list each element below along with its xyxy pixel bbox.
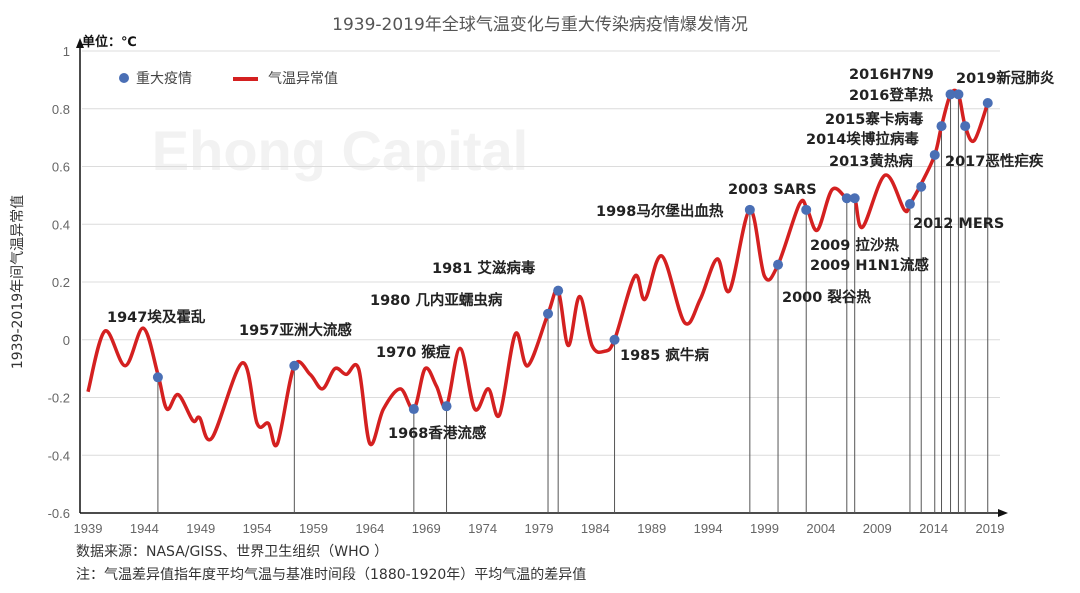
y-tick-label: 0.2: [52, 275, 70, 290]
event-label: 2015寨卡病毒: [825, 110, 924, 128]
x-tick-label: 1984: [581, 521, 610, 536]
y-tick-label: -0.6: [48, 506, 70, 521]
event-point: [916, 181, 927, 192]
event-label: 2000 裂谷热: [782, 288, 871, 306]
x-axis-arrow-icon: [998, 509, 1008, 517]
legend-events-label: 重大疫情: [136, 71, 192, 87]
event-point: [929, 149, 940, 160]
event-point: [960, 121, 971, 132]
event-point: [849, 193, 860, 204]
event-point: [543, 308, 554, 319]
y-axis-title: 1939-2019年间气温异常值: [10, 195, 26, 369]
x-tick-label: 2004: [806, 521, 835, 536]
event-label: 2013黄热病: [829, 152, 913, 170]
event-label: 1980 几内亚蠕虫病: [370, 291, 503, 309]
y-tick-label: 0.8: [52, 102, 70, 117]
y-tick-label: 0.4: [52, 217, 70, 232]
x-tick-label: 1959: [299, 521, 328, 536]
event-label: 2009 H1N1流感: [810, 256, 929, 274]
event-label: 2012 MERS: [913, 216, 1004, 232]
event-label: 2003 SARS: [728, 182, 817, 198]
x-tick-label: 2019: [976, 521, 1005, 536]
legend-dot-icon: [119, 73, 129, 83]
x-tick-label: 1949: [186, 521, 215, 536]
event-label: 2016登革热: [849, 86, 933, 104]
event-point: [553, 285, 564, 296]
y-tick-label: 1: [63, 44, 70, 59]
watermark: Ehong Capital: [152, 119, 528, 182]
data-source-note: 数据来源：NASA/GISS、世界卫生组织（WHO ）: [76, 544, 389, 560]
temperature-line: [86, 88, 990, 448]
event-point: [441, 401, 452, 412]
event-point: [982, 97, 993, 108]
chart-title: 1939-2019年全球气温变化与重大传染病疫情爆发情况: [332, 15, 748, 35]
event-label: 2019新冠肺炎: [956, 69, 1055, 87]
event-point: [904, 199, 915, 210]
unit-label: 单位：℃: [82, 34, 137, 50]
event-point: [609, 334, 620, 345]
event-point: [945, 89, 956, 100]
event-point: [953, 89, 964, 100]
event-point: [841, 193, 852, 204]
event-label: 2017恶性疟疾: [945, 152, 1044, 170]
x-tick-label: 1944: [130, 521, 159, 536]
event-label: 1981 艾滋病毒: [432, 259, 536, 277]
x-tick-label: 1954: [243, 521, 272, 536]
event-label: 2009 拉沙热: [810, 236, 899, 254]
event-point: [936, 121, 947, 132]
event-label: 1947埃及霍乱: [107, 308, 206, 326]
event-point: [289, 360, 300, 371]
x-tick-label: 1994: [694, 521, 723, 536]
x-tick-label: 2009: [863, 521, 892, 536]
event-label: 2016H7N9: [849, 67, 934, 83]
event-label: 1968香港流感: [388, 424, 487, 442]
y-tick-label: 0.6: [52, 160, 70, 175]
event-label: 1957亚洲大流感: [239, 321, 352, 339]
x-tick-label: 1989: [637, 521, 666, 536]
y-axis-arrow-icon: [76, 38, 84, 48]
x-tick-label: 1979: [525, 521, 554, 536]
x-tick-label: 2014: [919, 521, 948, 536]
x-tick-label: 1969: [412, 521, 441, 536]
event-point: [801, 204, 812, 215]
x-tick-label: 1939: [74, 521, 103, 536]
event-point: [152, 372, 163, 383]
event-point: [773, 259, 784, 270]
legend-temperature-label: 气温异常值: [268, 71, 338, 87]
event-point: [744, 204, 755, 215]
event-label: 2014埃博拉病毒: [806, 130, 919, 148]
y-tick-label: -0.4: [48, 448, 70, 463]
event-label: 1985 疯牛病: [620, 346, 709, 364]
footnote: 注：气温差异值指年度平均气温与基准时间段（1880-1920年）平均气温的差异值: [76, 567, 587, 583]
y-tick-label: -0.2: [48, 391, 70, 406]
event-label: 1998马尔堡出血热: [596, 202, 724, 220]
y-tick-label: 0: [63, 333, 70, 348]
event-point: [408, 404, 419, 415]
x-tick-label: 1999: [750, 521, 779, 536]
x-tick-label: 1964: [355, 521, 384, 536]
x-tick-label: 1974: [468, 521, 497, 536]
event-label: 1970 猴痘: [376, 343, 451, 361]
